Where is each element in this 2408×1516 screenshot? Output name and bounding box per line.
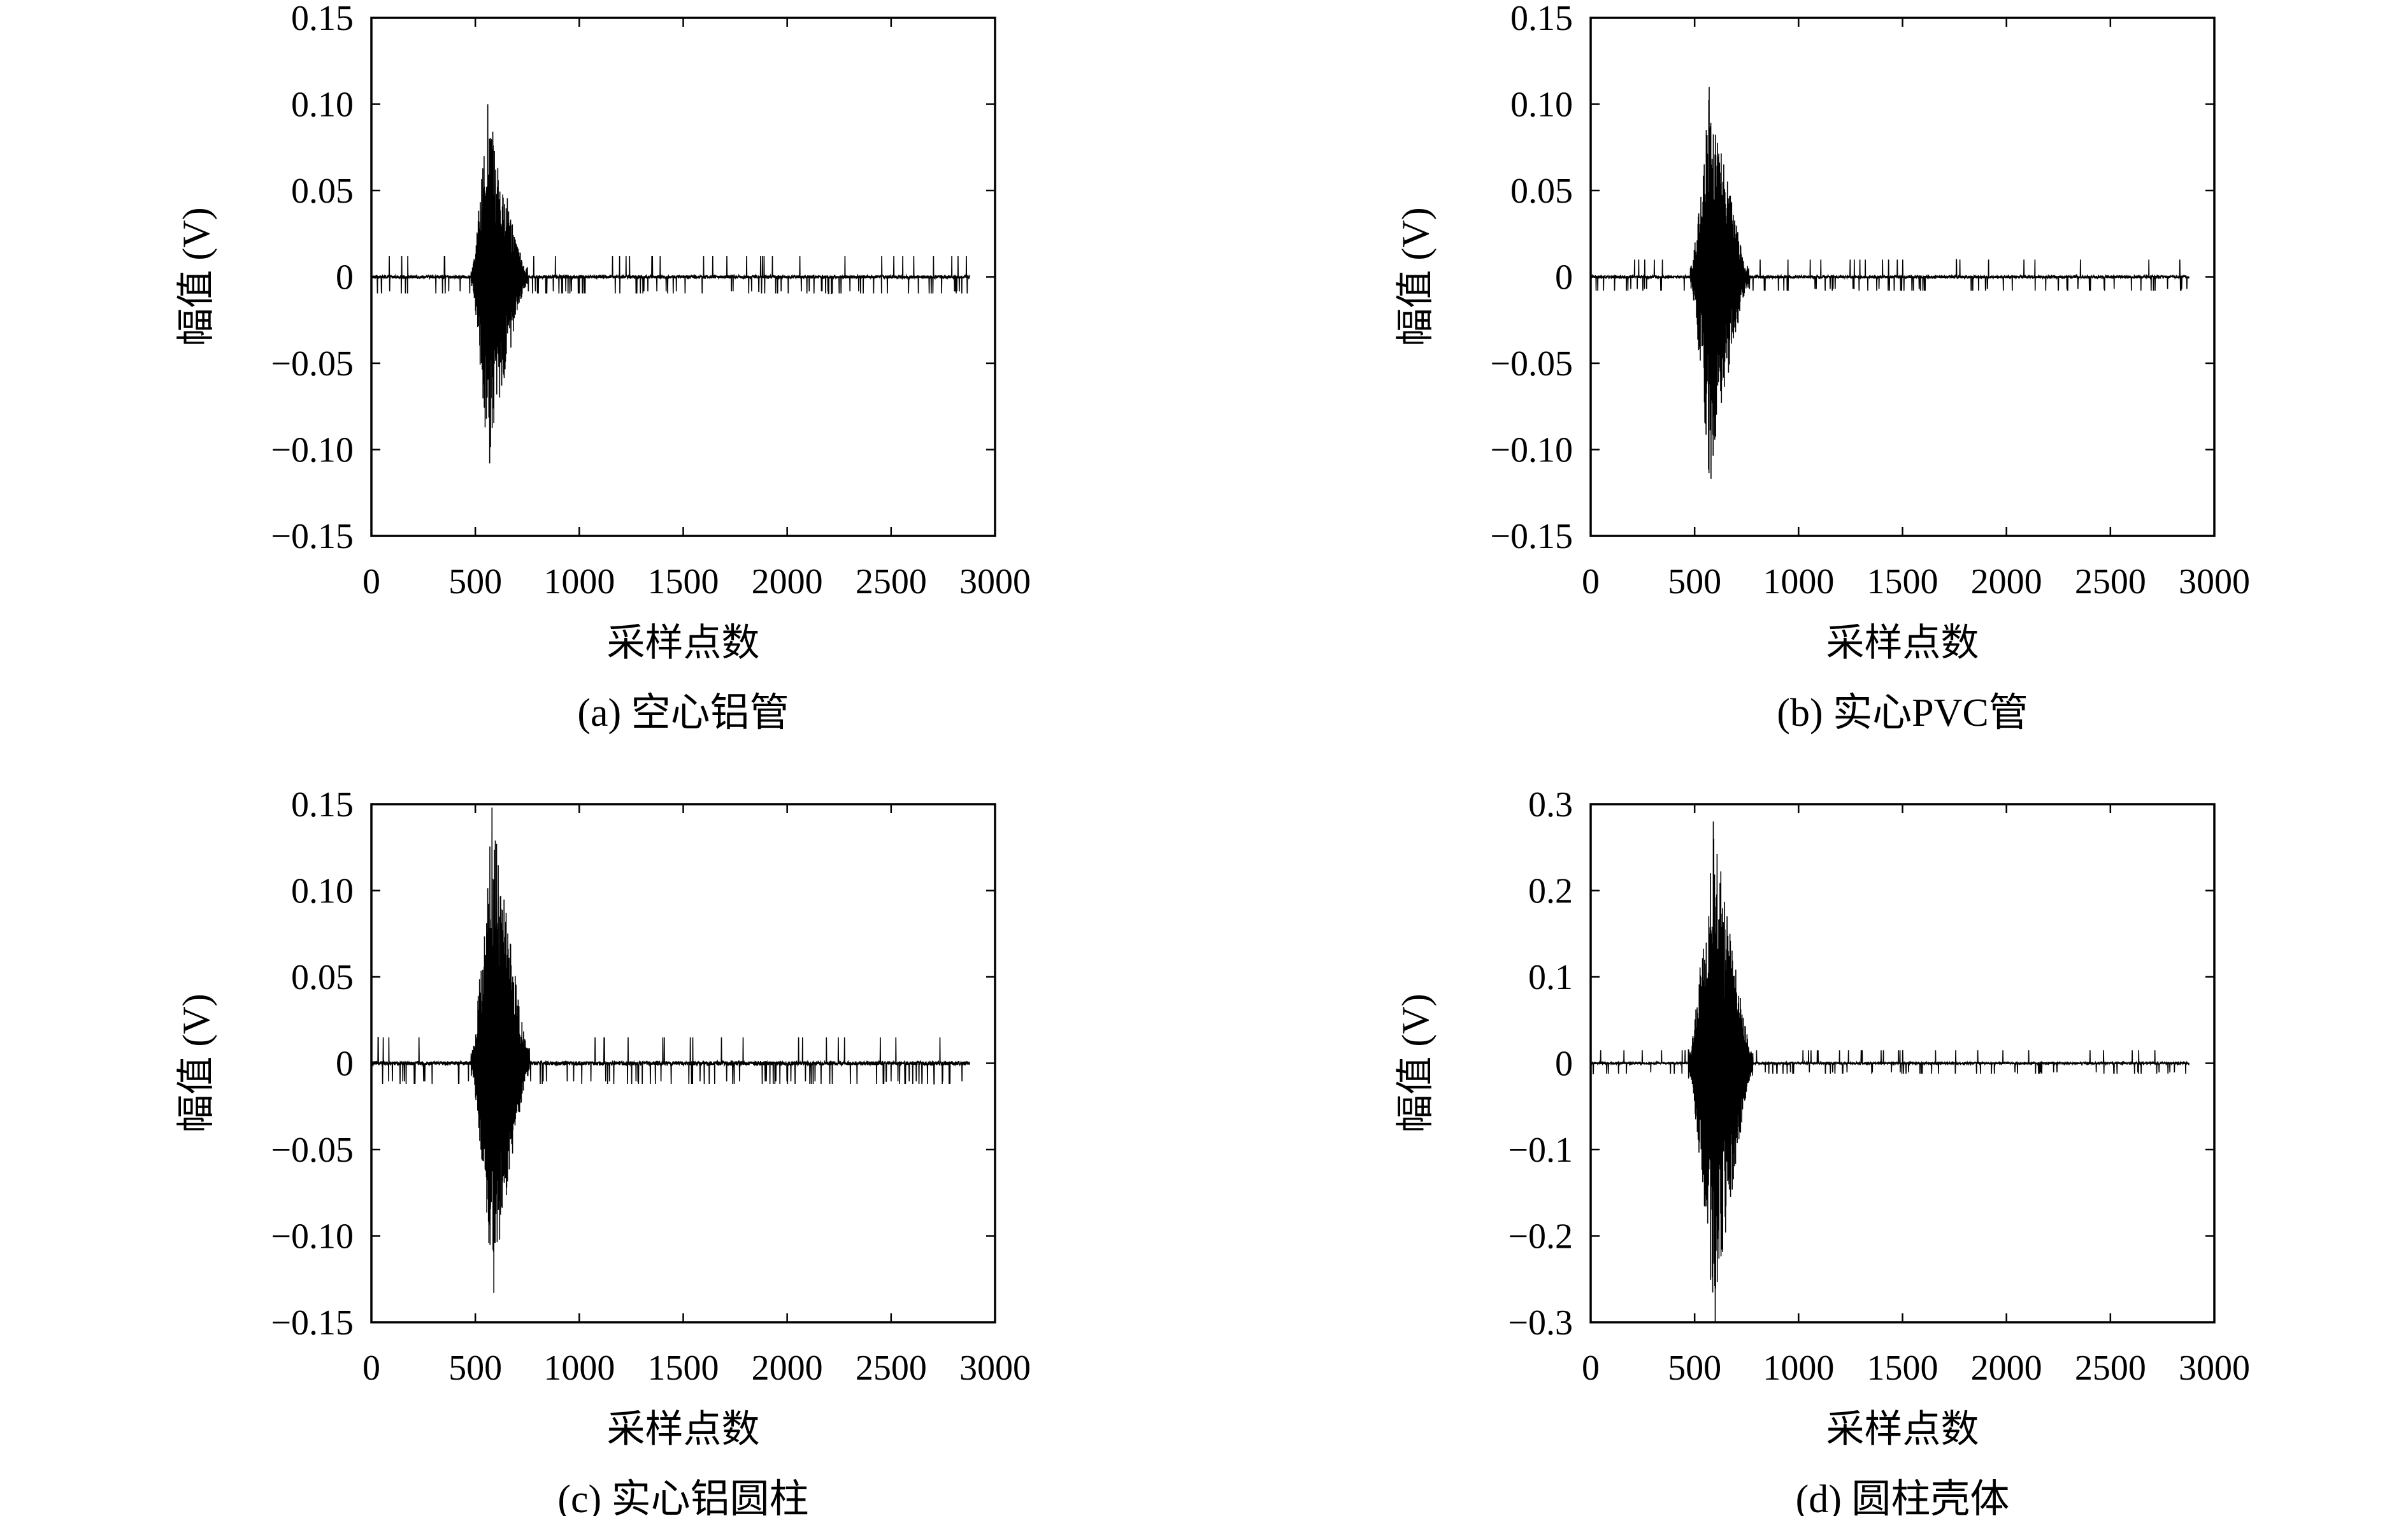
panel-caption: (c) 实心铝圆柱: [557, 1478, 808, 1516]
x-tick-label: 2500: [2075, 1348, 2146, 1388]
x-axis-label: 采样点数: [1826, 1408, 1979, 1450]
y-tick-label: 0: [1555, 1044, 1573, 1084]
chart-panel-3: 0 500 1000 1500 2000 2500 30000.150.100.050−0.…: [175, 785, 1031, 1516]
y-tick-label: −0.15: [271, 517, 354, 556]
x-tick-label: 1000: [543, 1348, 615, 1388]
x-tick-label: 1500: [648, 1348, 719, 1388]
x-axis-label: 采样点数: [1826, 622, 1979, 664]
x-tick-label: 0: [362, 1348, 380, 1388]
y-axis-label: 幅值 (V): [1394, 207, 1437, 346]
y-tick-label: −0.10: [271, 1217, 354, 1257]
y-tick-label: −0.15: [271, 1303, 354, 1343]
chart-panel-4: 0 500 1000 1500 2000 2500 3000 0.3 0.2 0.1 0 −0.1 −0…: [1394, 785, 2250, 1516]
y-tick-label: 0: [1555, 258, 1573, 298]
y-tick-label: 0.2: [1528, 872, 1573, 911]
y-tick-label: 0.15: [291, 0, 354, 38]
x-tick-label: 500: [448, 1348, 502, 1388]
x-tick-label: 1000: [1763, 562, 1834, 602]
x-axis-label: 采样点数: [607, 1408, 760, 1450]
panel-caption: (b) 实心PVC管: [1777, 691, 2028, 735]
signal-trace: [1590, 87, 2190, 479]
panel-caption: (d) 圆柱壳体: [1796, 1478, 2010, 1516]
x-tick-label: 500: [448, 562, 502, 602]
x-tick-label: 0: [1582, 562, 1600, 602]
y-tick-label: 0.10: [291, 85, 354, 125]
signal-trace: [1590, 821, 2190, 1323]
y-tick-label: 0.05: [1510, 171, 1573, 211]
x-tick-label: 2000: [752, 562, 823, 602]
y-tick-label: 0.3: [1528, 785, 1573, 825]
y-axis-label: 幅值 (V): [175, 207, 217, 346]
x-tick-label: 3000: [2179, 1348, 2250, 1388]
y-tick-label: −0.2: [1508, 1217, 1573, 1257]
x-tick-label: 2500: [2075, 562, 2146, 602]
x-tick-label: 3000: [2179, 562, 2250, 602]
x-tick-label: 1500: [648, 562, 719, 602]
signal-trace: [371, 104, 971, 464]
x-tick-label: 2000: [1971, 562, 2042, 602]
panel-caption: (a) 空心铝管: [577, 691, 789, 735]
y-tick-label: 0.10: [1510, 85, 1573, 125]
x-tick-label: 0: [1582, 1348, 1600, 1388]
y-tick-label: −0.15: [1490, 517, 1573, 556]
x-tick-label: 500: [1668, 1348, 1721, 1388]
x-tick-label: 1500: [1867, 562, 1939, 602]
chart-panel-1: 0 500 1000 1500 2000 2500 30000.150.100.050−0.…: [175, 0, 1031, 735]
y-tick-label: −0.10: [1490, 431, 1573, 470]
y-axis-label: 幅值 (V): [175, 993, 217, 1132]
y-tick-label: 0.05: [291, 171, 354, 211]
signal-trace: [371, 807, 970, 1293]
y-tick-label: 0.05: [291, 958, 354, 997]
x-tick-label: 2500: [856, 1348, 927, 1388]
chart-panel-2: 0 500 1000 1500 2000 2500 30000.150.100.050−0.…: [1394, 0, 2250, 735]
y-tick-label: −0.05: [1490, 344, 1573, 384]
x-tick-label: 2000: [1971, 1348, 2042, 1388]
y-tick-label: 0.15: [1510, 0, 1573, 38]
x-tick-label: 3000: [959, 1348, 1031, 1388]
y-tick-label: 0.15: [291, 785, 354, 825]
x-tick-label: 2500: [856, 562, 927, 602]
y-tick-label: −0.1: [1508, 1130, 1573, 1170]
x-tick-label: 1000: [543, 562, 615, 602]
x-tick-label: 3000: [959, 562, 1031, 602]
x-tick-label: 0: [362, 562, 380, 602]
y-tick-label: 0.1: [1528, 958, 1573, 997]
y-tick-label: −0.3: [1508, 1303, 1573, 1343]
y-tick-label: 0: [336, 1044, 354, 1084]
y-tick-label: −0.05: [271, 344, 354, 384]
x-tick-label: 2000: [752, 1348, 823, 1388]
y-axis-label: 幅值 (V): [1394, 993, 1437, 1132]
y-tick-label: 0.10: [291, 872, 354, 911]
x-axis-label: 采样点数: [607, 622, 760, 664]
x-tick-label: 1500: [1867, 1348, 1939, 1388]
y-tick-label: −0.05: [271, 1130, 354, 1170]
y-tick-label: 0: [336, 258, 354, 298]
x-tick-label: 1000: [1763, 1348, 1834, 1388]
x-tick-label: 500: [1668, 562, 1721, 602]
y-tick-label: −0.10: [271, 431, 354, 470]
